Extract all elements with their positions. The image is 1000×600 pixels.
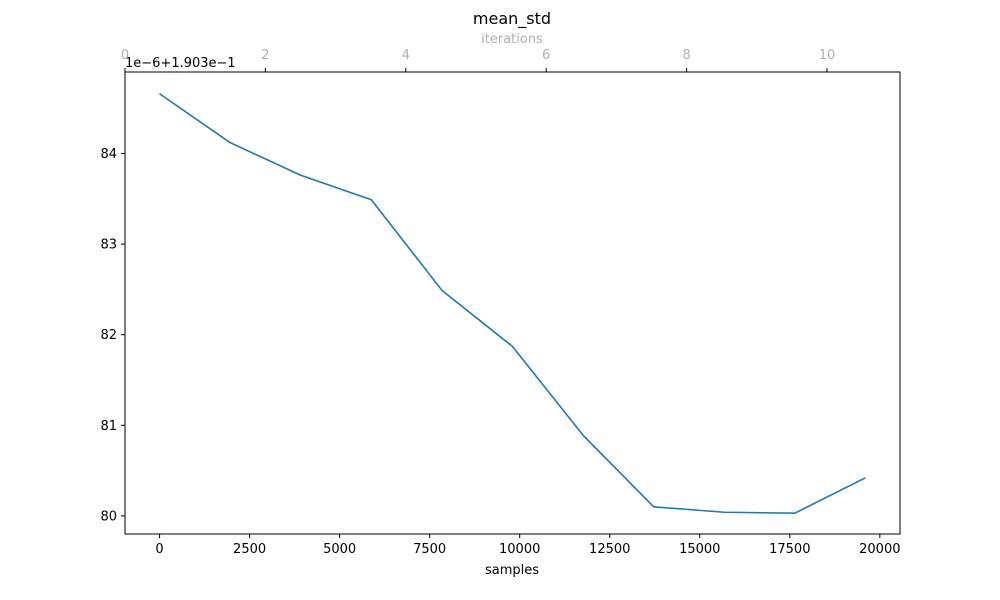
top-tick-label: 8 (682, 48, 690, 63)
series-line (159, 93, 866, 514)
y-offset-text: 1e−6+1.903e−1 (125, 56, 236, 71)
top-tick-label: 0 (121, 48, 129, 63)
x-tick-label: 0 (155, 542, 163, 557)
top-tick-label: 2 (261, 48, 269, 63)
x-tick-label: 7500 (413, 542, 446, 557)
x-tick-label: 2500 (233, 542, 266, 557)
x-tick-label: 5000 (323, 542, 356, 557)
y-tick-label: 80 (100, 509, 117, 524)
chart-title: mean_std (473, 9, 551, 29)
top-tick-label: 10 (819, 48, 836, 63)
y-tick-label: 82 (100, 328, 117, 343)
top-tick-label: 4 (402, 48, 410, 63)
y-tick-label: 81 (100, 419, 117, 434)
x-axis-label: samples (485, 563, 539, 578)
x-tick-label: 12500 (589, 542, 630, 557)
y-tick-label: 84 (100, 147, 117, 162)
x-tick-label: 10000 (499, 542, 540, 557)
x-tick-label: 20000 (859, 542, 900, 557)
top-axis-label: iterations (481, 32, 543, 47)
x-tick-label: 15000 (679, 542, 720, 557)
plot-frame (124, 71, 901, 535)
top-tick-label: 6 (542, 48, 550, 63)
x-tick-label: 17500 (769, 542, 810, 557)
y-tick-label: 83 (100, 238, 117, 253)
